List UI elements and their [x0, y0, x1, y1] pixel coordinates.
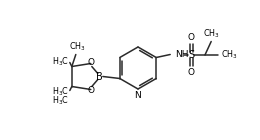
- Text: CH$_3$: CH$_3$: [221, 48, 238, 61]
- Text: CH$_3$: CH$_3$: [203, 27, 220, 39]
- Text: B: B: [96, 72, 103, 81]
- Text: O: O: [87, 86, 94, 95]
- Text: N: N: [135, 90, 141, 100]
- Text: H$_3$C: H$_3$C: [52, 94, 69, 107]
- Text: H$_3$C: H$_3$C: [52, 55, 69, 68]
- Text: O: O: [188, 32, 195, 41]
- Text: H$_3$C: H$_3$C: [52, 85, 69, 98]
- Text: O: O: [87, 58, 94, 67]
- Text: CH$_3$: CH$_3$: [69, 40, 86, 52]
- Text: NH: NH: [175, 50, 189, 59]
- Text: S: S: [188, 50, 194, 60]
- Text: O: O: [188, 67, 195, 76]
